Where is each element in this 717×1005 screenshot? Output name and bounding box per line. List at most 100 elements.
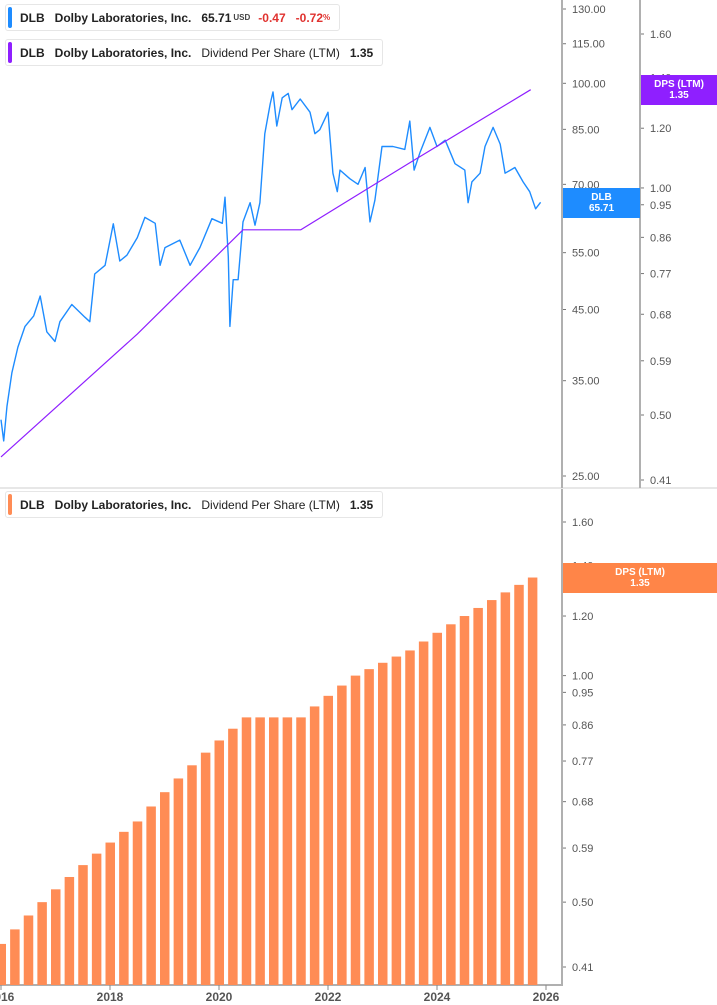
price-axis-tick-label: 100.00	[572, 78, 606, 90]
dps-axis-tick-label: 1.00	[572, 671, 593, 683]
legend-value: 1.35	[349, 497, 374, 512]
dps-bar	[255, 717, 265, 985]
dps-bar	[23, 915, 34, 985]
dps-axis-tick-label: 0.95	[650, 200, 671, 212]
price-axis-tick-label: 25.00	[572, 471, 600, 483]
dps-bar	[132, 821, 143, 985]
dps-bar	[473, 607, 483, 985]
x-axis-tick-label: 2018	[97, 990, 124, 1004]
dps-bar	[173, 778, 184, 985]
dps-axis-tick-label: 0.41	[650, 475, 671, 487]
dps-bar	[296, 717, 306, 985]
dps-bar	[459, 616, 470, 985]
dps-axis-tick-label: 0.50	[572, 897, 593, 909]
dps-bar	[269, 717, 279, 985]
legend-price[interactable]: DLB Dolby Laboratories, Inc. 65.71 USD -…	[5, 4, 341, 31]
dps-bar	[500, 592, 511, 985]
legend-ticker: DLB	[20, 45, 45, 60]
dps-axis-tick-label: 0.86	[572, 720, 593, 732]
price-axis-tick-label: 115.00	[572, 39, 605, 51]
dps-bar	[432, 632, 442, 985]
dps-bar	[323, 695, 333, 985]
dps-bar	[146, 806, 156, 985]
x-axis-tick-label: 2026	[533, 990, 560, 1004]
dps-axis-tick-label: 1.20	[572, 611, 593, 623]
dps-axis-tick-label: 0.86	[650, 232, 671, 244]
dps-bar	[91, 853, 102, 985]
dps-bar	[241, 717, 252, 985]
x-axis-tick-label: 2022	[315, 990, 342, 1004]
dps-bar-chart: 1.601.401.201.000.950.860.770.680.590.50…	[0, 489, 593, 1004]
legend-value: 1.35	[349, 45, 374, 60]
legend-currency: USD	[233, 13, 251, 22]
dps-bar	[10, 929, 20, 985]
x-axis-tick-label: 2020	[206, 990, 233, 1004]
dps-series-line	[0, 89, 532, 458]
legend-company: Dolby Laboratories, Inc.	[54, 10, 192, 25]
dps-bar	[514, 584, 524, 985]
dps-top-last-value-badge: DPS (LTM) 1.35	[641, 75, 717, 105]
dps-axis-tick-label: 0.59	[650, 356, 671, 368]
dps-axis-tick-label: 0.59	[572, 843, 593, 855]
dps-bar	[405, 650, 415, 985]
dps-axis-tick-label: 0.77	[572, 756, 593, 768]
legend-pct-sign: %	[323, 13, 331, 22]
legend-dps-top[interactable]: DLB Dolby Laboratories, Inc. Dividend Pe…	[5, 39, 384, 66]
dps-bar	[418, 641, 429, 985]
legend-price-value: 65.71	[201, 10, 232, 25]
price-chart: 130.00115.00100.0085.0070.0055.0045.0035…	[0, 0, 717, 489]
badge-value: 1.35	[669, 90, 689, 101]
dps-bar	[391, 656, 402, 985]
dps-axis-tick-label: 1.60	[650, 29, 671, 41]
legend-change: -0.47	[258, 10, 286, 25]
dps-bar	[527, 577, 538, 985]
dps-bar	[187, 765, 197, 985]
series-color-marker	[8, 7, 12, 28]
legend-company: Dolby Laboratories, Inc.	[54, 497, 192, 512]
legend-metric: Dividend Per Share (LTM)	[201, 497, 340, 512]
price-axis-tick-label: 85.00	[572, 124, 600, 136]
dps-axis-tick-label: 1.00	[650, 183, 671, 195]
dps-bar	[364, 669, 374, 985]
dps-bar	[78, 865, 88, 985]
series-color-marker	[8, 494, 12, 515]
legend-metric: Dividend Per Share (LTM)	[201, 45, 340, 60]
x-axis-tick-label: 2024	[424, 990, 451, 1004]
dps-bar	[214, 740, 224, 985]
badge-label: DPS (LTM)	[615, 567, 665, 578]
price-axis-tick-label: 55.00	[572, 248, 600, 260]
badge-value: 1.35	[630, 578, 650, 589]
dps-axis-tick-label: 0.50	[650, 410, 671, 422]
dps-bar	[51, 889, 61, 985]
legend-ticker: DLB	[20, 10, 45, 25]
legend-ticker: DLB	[20, 497, 45, 512]
price-axis-tick-label: 130.00	[572, 4, 606, 16]
legend-company: Dolby Laboratories, Inc.	[54, 45, 192, 60]
dps-bottom-last-value-badge: DPS (LTM) 1.35	[563, 563, 717, 593]
dps-axis-tick-label: 1.20	[650, 123, 671, 135]
dps-bar	[309, 706, 320, 985]
dps-bar	[119, 831, 129, 985]
dps-bar	[105, 842, 115, 985]
dps-bar	[378, 662, 388, 985]
dps-bar	[37, 902, 47, 985]
series-color-marker	[8, 42, 12, 63]
dps-axis-tick-label: 1.60	[572, 517, 593, 529]
badge-value: 65.71	[588, 203, 615, 214]
price-axis-tick-label: 45.00	[572, 305, 600, 317]
dps-bar	[160, 792, 170, 985]
price-axis-tick-label: 35.00	[572, 376, 600, 388]
dps-bar	[337, 685, 347, 985]
dps-axis-tick-label: 0.77	[650, 269, 671, 281]
dps-bar	[200, 752, 211, 985]
dps-bar	[282, 717, 293, 985]
legend-dps-bottom[interactable]: DLB Dolby Laboratories, Inc. Dividend Pe…	[5, 491, 384, 518]
dps-bar	[487, 600, 497, 985]
badge-label: DLB	[591, 192, 612, 203]
badge-label: DPS (LTM)	[654, 79, 704, 90]
dps-axis-tick-label: 0.68	[650, 309, 671, 321]
x-axis-tick-label: 2016	[0, 990, 15, 1004]
dps-axis-tick-label: 0.68	[572, 797, 593, 809]
dps-axis-tick-label: 0.41	[572, 962, 593, 974]
price-last-value-badge: DLB 65.71	[563, 188, 640, 218]
